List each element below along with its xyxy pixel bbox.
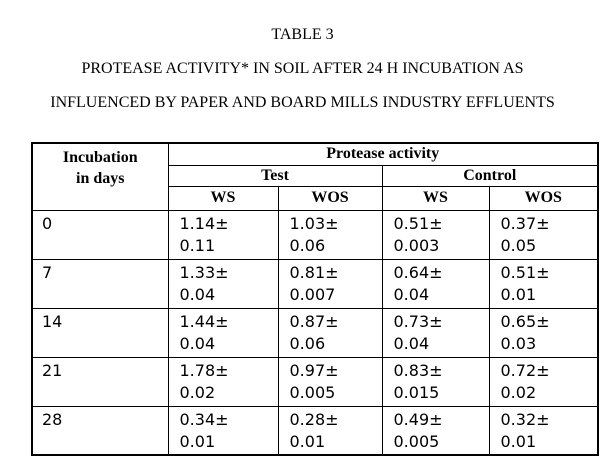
day-cell: 21 xyxy=(31,356,169,407)
value-cell: 0.34± 0.01 xyxy=(167,405,279,456)
value-mean: 0.51± xyxy=(500,262,550,282)
value-mean: 0.81± xyxy=(289,262,339,282)
day-cell: 0 xyxy=(31,209,169,260)
protease-activity-header: Protease activity xyxy=(167,142,599,166)
value-sd: 0.01 xyxy=(179,431,216,451)
value-sd: 0.01 xyxy=(500,431,537,451)
value-cell: 0.81± 0.007 xyxy=(277,258,383,309)
control-group-header: Control xyxy=(381,164,599,187)
header-row-group: Incubation in days Protease activity xyxy=(31,142,599,211)
day-cell: 28 xyxy=(31,405,169,456)
value-cell: 0.65± 0.03 xyxy=(488,307,599,358)
value-cell: 1.78± 0.02 xyxy=(167,356,279,407)
day-cell: 7 xyxy=(31,258,169,309)
value-mean: 1.33± xyxy=(179,262,229,282)
value-mean: 0.83± xyxy=(393,360,443,380)
value-sd: 0.01 xyxy=(289,431,326,451)
table-row: 21 1.78± 0.02 0.97± 0.005 0.83± 0.015 0.… xyxy=(31,356,599,407)
value-mean: 0.34± xyxy=(179,409,229,429)
table-row: 28 0.34± 0.01 0.28± 0.01 0.49± 0.005 0.3… xyxy=(31,405,599,456)
value-sd: 0.003 xyxy=(393,235,440,255)
test-wos-header: WOS xyxy=(277,185,383,211)
value-mean: 0.64± xyxy=(393,262,443,282)
value-cell: 0.32± 0.01 xyxy=(488,405,599,456)
value-mean: 0.32± xyxy=(500,409,550,429)
value-mean: 0.37± xyxy=(500,213,550,233)
value-mean: 0.51± xyxy=(393,213,443,233)
value-mean: 0.28± xyxy=(289,409,339,429)
value-sd: 0.007 xyxy=(289,284,336,304)
value-sd: 0.04 xyxy=(179,284,216,304)
value-sd: 0.02 xyxy=(500,382,537,402)
table-row: 7 1.33± 0.04 0.81± 0.007 0.64± 0.04 0.51… xyxy=(31,258,599,309)
value-mean: 0.49± xyxy=(393,409,443,429)
incubation-header-line-2: in days xyxy=(76,170,125,187)
incubation-header-line-1: Incubation xyxy=(62,149,138,166)
value-mean: 1.44± xyxy=(179,311,229,331)
value-sd: 0.02 xyxy=(179,382,216,402)
value-sd: 0.04 xyxy=(179,333,216,353)
value-mean: 0.65± xyxy=(500,311,550,331)
caption-line-2: INFLUENCED BY PAPER AND BOARD MILLS INDU… xyxy=(50,94,555,111)
value-sd: 0.04 xyxy=(393,333,430,353)
value-cell: 0.51± 0.01 xyxy=(488,258,599,309)
value-sd: 0.005 xyxy=(289,382,336,402)
value-cell: 0.72± 0.02 xyxy=(488,356,599,407)
value-sd: 0.005 xyxy=(393,431,440,451)
value-sd: 0.05 xyxy=(500,235,537,255)
header-row-columns: WS WOS WS WOS xyxy=(32,185,599,211)
value-cell: 0.64± 0.04 xyxy=(381,258,490,309)
control-wos-header: WOS xyxy=(488,185,599,211)
value-sd: 0.03 xyxy=(500,333,537,353)
value-cell: 0.51± 0.003 xyxy=(381,209,490,260)
caption-line-1: PROTEASE ACTIVITY* IN SOIL AFTER 24 H IN… xyxy=(81,60,524,77)
protease-activity-table: Incubation in days Protease activity Tes… xyxy=(31,142,599,456)
value-sd: 0.06 xyxy=(289,333,326,353)
value-mean: 0.97± xyxy=(289,360,339,380)
value-sd: 0.04 xyxy=(393,284,430,304)
test-group-header: Test xyxy=(167,164,383,187)
value-cell: 0.49± 0.005 xyxy=(381,405,490,456)
value-cell: 0.87± 0.06 xyxy=(277,307,383,358)
value-cell: 0.37± 0.05 xyxy=(488,209,599,260)
day-cell: 14 xyxy=(31,307,169,358)
value-mean: 1.14± xyxy=(179,213,229,233)
value-cell: 0.83± 0.015 xyxy=(381,356,490,407)
value-cell: 1.14± 0.11 xyxy=(167,209,279,260)
table-row: 14 1.44± 0.04 0.87± 0.06 0.73± 0.04 0.65… xyxy=(31,307,599,358)
table-row: 0 1.14± 0.11 1.03± 0.06 0.51± 0.003 0.37… xyxy=(31,209,599,260)
test-ws-header: WS xyxy=(167,185,279,211)
value-cell: 0.97± 0.005 xyxy=(277,356,383,407)
value-cell: 1.33± 0.04 xyxy=(167,258,279,309)
value-mean: 1.78± xyxy=(179,360,229,380)
value-sd: 0.06 xyxy=(289,235,326,255)
value-sd: 0.11 xyxy=(179,235,216,255)
value-cell: 1.03± 0.06 xyxy=(277,209,383,260)
value-mean: 0.73± xyxy=(393,311,443,331)
incubation-days-header: Incubation in days xyxy=(31,142,169,211)
value-sd: 0.01 xyxy=(500,284,537,304)
control-ws-header: WS xyxy=(381,185,490,211)
value-cell: 0.28± 0.01 xyxy=(277,405,383,456)
value-mean: 0.72± xyxy=(500,360,550,380)
value-sd: 0.015 xyxy=(393,382,440,402)
page-header: TABLE 3 PROTEASE ACTIVITY* IN SOIL AFTER… xyxy=(0,18,605,120)
value-mean: 0.87± xyxy=(289,311,339,331)
table-number-title: TABLE 3 xyxy=(271,26,334,43)
value-cell: 1.44± 0.04 xyxy=(167,307,279,358)
value-cell: 0.73± 0.04 xyxy=(381,307,490,358)
value-mean: 1.03± xyxy=(289,213,339,233)
